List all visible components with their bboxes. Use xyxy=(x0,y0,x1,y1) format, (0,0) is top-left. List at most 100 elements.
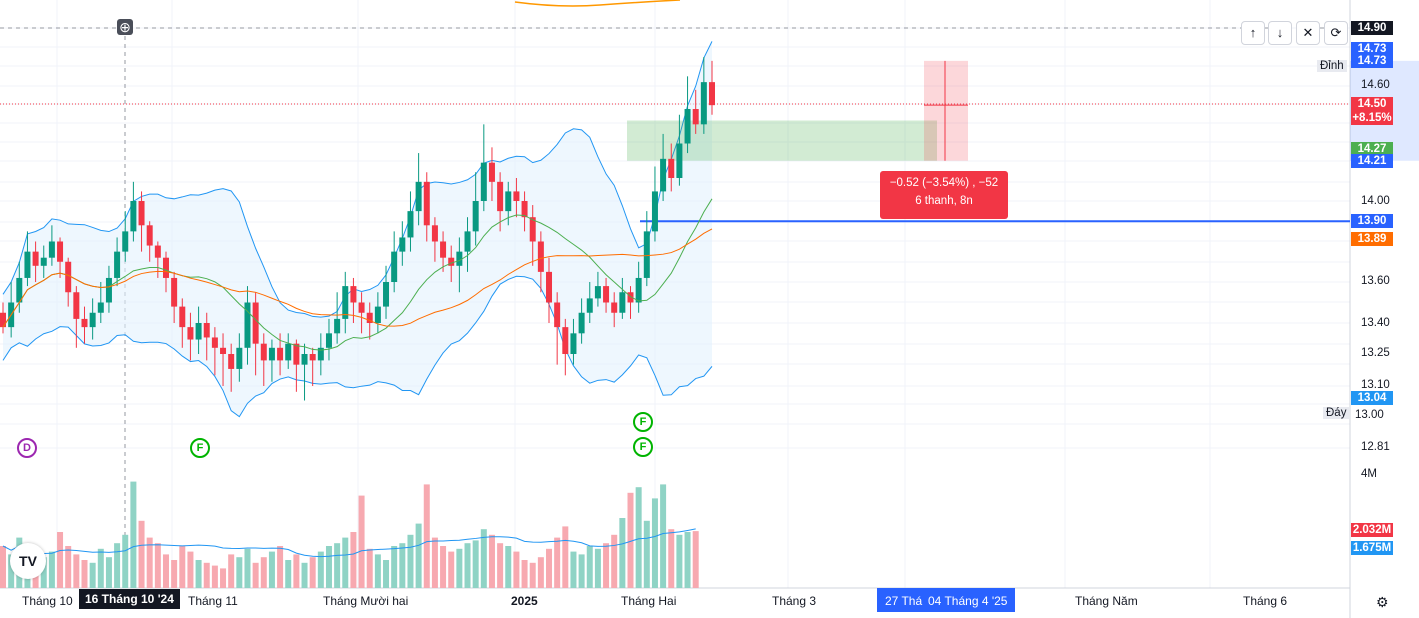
dividend-event-icon[interactable]: D xyxy=(17,438,37,458)
volume-bar xyxy=(407,534,414,588)
candle xyxy=(546,257,553,323)
volume-bar xyxy=(57,532,64,588)
financials-event-icon[interactable]: F xyxy=(633,437,653,457)
candle xyxy=(48,225,55,266)
candle-body xyxy=(407,211,414,238)
volume-bar xyxy=(431,537,438,588)
range-start-label: 27 Thá xyxy=(885,594,923,608)
x-label: Tháng 6 xyxy=(1243,594,1288,608)
candle-body xyxy=(48,241,55,258)
candle xyxy=(383,265,390,319)
volume-bar xyxy=(122,534,129,588)
volume-tag: 2.032M xyxy=(1351,523,1393,537)
low-label: Đáy xyxy=(1323,407,1350,419)
candle xyxy=(228,343,235,392)
candle-body xyxy=(440,241,447,258)
candle-body xyxy=(399,237,406,252)
volume-bar xyxy=(570,551,577,588)
volume-bar xyxy=(40,557,47,588)
volume-bar xyxy=(236,557,243,588)
candle-body xyxy=(627,292,634,303)
x-label: Tháng 3 xyxy=(772,594,817,608)
volume-bar xyxy=(293,554,300,588)
candle-body xyxy=(81,318,88,328)
candle-body xyxy=(342,286,349,319)
settings-gear-icon[interactable]: ⚙ xyxy=(1376,594,1389,610)
volume-bar xyxy=(179,546,186,588)
range-highlight xyxy=(877,588,1015,612)
candle xyxy=(480,124,487,212)
candle-body xyxy=(578,312,585,334)
candle xyxy=(488,147,495,201)
financials-event-icon[interactable]: F xyxy=(190,438,210,458)
candle xyxy=(684,76,691,154)
candle-body xyxy=(32,251,39,266)
volume-bar xyxy=(154,543,161,588)
candle-body xyxy=(244,302,251,348)
candle-body xyxy=(334,318,341,334)
collapse-icon[interactable]: ✕ xyxy=(1296,21,1320,45)
volume-bar xyxy=(668,529,675,588)
measure-tooltip: −0.52 (−3.54%) , −52 6 thanh, 8n xyxy=(880,171,1008,219)
x-label: Tháng Hai xyxy=(621,594,677,608)
candle xyxy=(431,217,438,262)
candle-body xyxy=(586,298,593,313)
candle xyxy=(57,237,64,278)
price-tag: 14.21 xyxy=(1351,154,1393,168)
y-tick: 13.40 xyxy=(1361,317,1390,329)
candle xyxy=(358,292,365,334)
arrow-up-icon[interactable]: ↑ xyxy=(1241,21,1265,45)
candle xyxy=(203,312,210,361)
candle-body xyxy=(521,201,528,218)
candle xyxy=(513,178,520,218)
candle-body xyxy=(358,302,365,313)
volume-bar xyxy=(146,537,153,588)
volume-bar xyxy=(554,537,561,588)
volume-bar xyxy=(383,560,390,588)
candle-body xyxy=(24,251,31,278)
target-zone xyxy=(627,120,937,161)
volume-bar xyxy=(195,560,202,588)
volume-bar xyxy=(260,557,267,588)
financials-event-icon[interactable]: F xyxy=(633,412,653,432)
upper-indicator-line xyxy=(514,0,681,7)
candle-body xyxy=(554,302,561,328)
candle xyxy=(252,292,259,376)
candle-body xyxy=(285,343,292,361)
candle xyxy=(187,312,194,361)
candle-body xyxy=(383,282,390,307)
y-tick: 13.25 xyxy=(1361,347,1390,359)
candle-body xyxy=(171,277,178,307)
volume-bar xyxy=(611,534,618,588)
candle xyxy=(179,298,186,348)
ma50-price-tag: 13.89 xyxy=(1351,232,1393,246)
candle xyxy=(89,298,96,340)
volume-bar xyxy=(537,557,544,588)
candle xyxy=(537,231,544,293)
candle xyxy=(521,191,528,232)
volume-bar xyxy=(521,560,528,588)
arrow-down-icon[interactable]: ↓ xyxy=(1268,21,1292,45)
candle-body xyxy=(73,292,80,319)
volume-bar xyxy=(391,546,398,588)
volume-bar xyxy=(651,498,658,588)
candle-body xyxy=(187,327,194,340)
volume-bar xyxy=(309,557,316,588)
reset-icon[interactable]: ⟳ xyxy=(1324,21,1348,45)
candle xyxy=(399,221,406,266)
candle xyxy=(554,292,561,365)
candle-body xyxy=(423,181,430,226)
candle xyxy=(24,231,31,287)
volume-bar xyxy=(130,481,137,588)
candle-body xyxy=(228,354,235,369)
volume-bar xyxy=(619,518,626,588)
candle xyxy=(105,265,112,313)
candle-body xyxy=(317,347,324,361)
low-value: 13.00 xyxy=(1355,409,1384,421)
volume-bar xyxy=(220,568,227,588)
x-label: Tháng 11 xyxy=(188,594,238,608)
candle-body xyxy=(179,306,186,328)
candle xyxy=(660,133,667,201)
crosshair-plus-icon[interactable]: ⊕ xyxy=(117,19,133,35)
